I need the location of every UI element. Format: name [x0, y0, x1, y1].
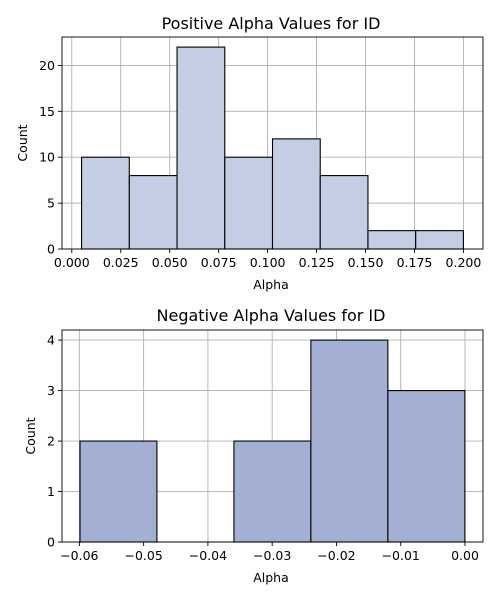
- x-tick-label: −0.01: [382, 548, 420, 563]
- x-tick-label: −0.03: [253, 548, 291, 563]
- histogram-bar: [415, 230, 464, 250]
- y-tick-label: 1: [47, 484, 55, 499]
- y-tick-label: 0: [47, 535, 55, 550]
- x-tick-label: 0.125: [299, 255, 335, 270]
- bars: [79, 339, 466, 543]
- y-tick-label: 10: [39, 150, 55, 165]
- chart-title: Negative Alpha Values for ID: [157, 306, 386, 325]
- y-tick-label: 2: [47, 434, 55, 449]
- ticks: 0.000 0.025 0.050 0.075 0.100 0.125 0.150 0.175…: [39, 58, 481, 270]
- histogram-bar: [79, 440, 158, 543]
- x-tick-label: 0.200: [446, 255, 482, 270]
- y-axis-label: Count: [15, 124, 30, 161]
- x-tick-label: 0.075: [201, 255, 237, 270]
- ticks: −0.06 −0.05 −0.04 −0.03 −0.02 −0.01 0.00 0 1 2 3 4: [47, 333, 479, 563]
- y-tick-label: 3: [47, 383, 55, 398]
- x-tick-label: 0.025: [103, 255, 139, 270]
- x-tick-label: 0.150: [348, 255, 384, 270]
- x-tick-label: −0.05: [124, 548, 162, 563]
- histogram-bar: [310, 339, 389, 543]
- histogram-bar: [367, 230, 417, 250]
- x-axis-label: Alpha: [253, 277, 289, 292]
- y-tick-label: 15: [39, 104, 55, 119]
- y-tick-label: 0: [47, 242, 55, 257]
- histogram-bar: [319, 175, 369, 250]
- histogram-bar: [224, 156, 274, 250]
- positive-alpha-histogram: Positive Alpha Values for ID 0.000 0.025 0…: [15, 14, 484, 292]
- chart-title: Positive Alpha Values for ID: [162, 14, 381, 33]
- histogram-bar: [81, 156, 130, 250]
- y-tick-label: 20: [39, 58, 55, 73]
- x-axis-label: Alpha: [253, 570, 289, 585]
- histogram-bar: [387, 390, 466, 543]
- y-axis-label: Count: [23, 417, 38, 454]
- x-tick-label: −0.06: [60, 548, 98, 563]
- negative-alpha-histogram: Negative Alpha Values for ID −0.06 −0.05−…: [23, 306, 484, 585]
- x-tick-label: −0.02: [317, 548, 355, 563]
- y-tick-label: 4: [47, 333, 55, 348]
- x-tick-label: 0.00: [451, 548, 479, 563]
- x-tick-label: 0.050: [152, 255, 188, 270]
- histogram-bar: [176, 46, 226, 250]
- x-tick-label: 0.100: [250, 255, 286, 270]
- y-tick-label: 5: [47, 196, 55, 211]
- x-tick-label: −0.04: [189, 548, 227, 563]
- histogram-bar: [233, 440, 312, 543]
- x-tick-label: 0.175: [397, 255, 433, 270]
- x-tick-label: 0.000: [54, 255, 90, 270]
- histogram-bar: [128, 175, 178, 250]
- plot-frame: [61, 36, 484, 250]
- histogram-bar: [271, 138, 321, 250]
